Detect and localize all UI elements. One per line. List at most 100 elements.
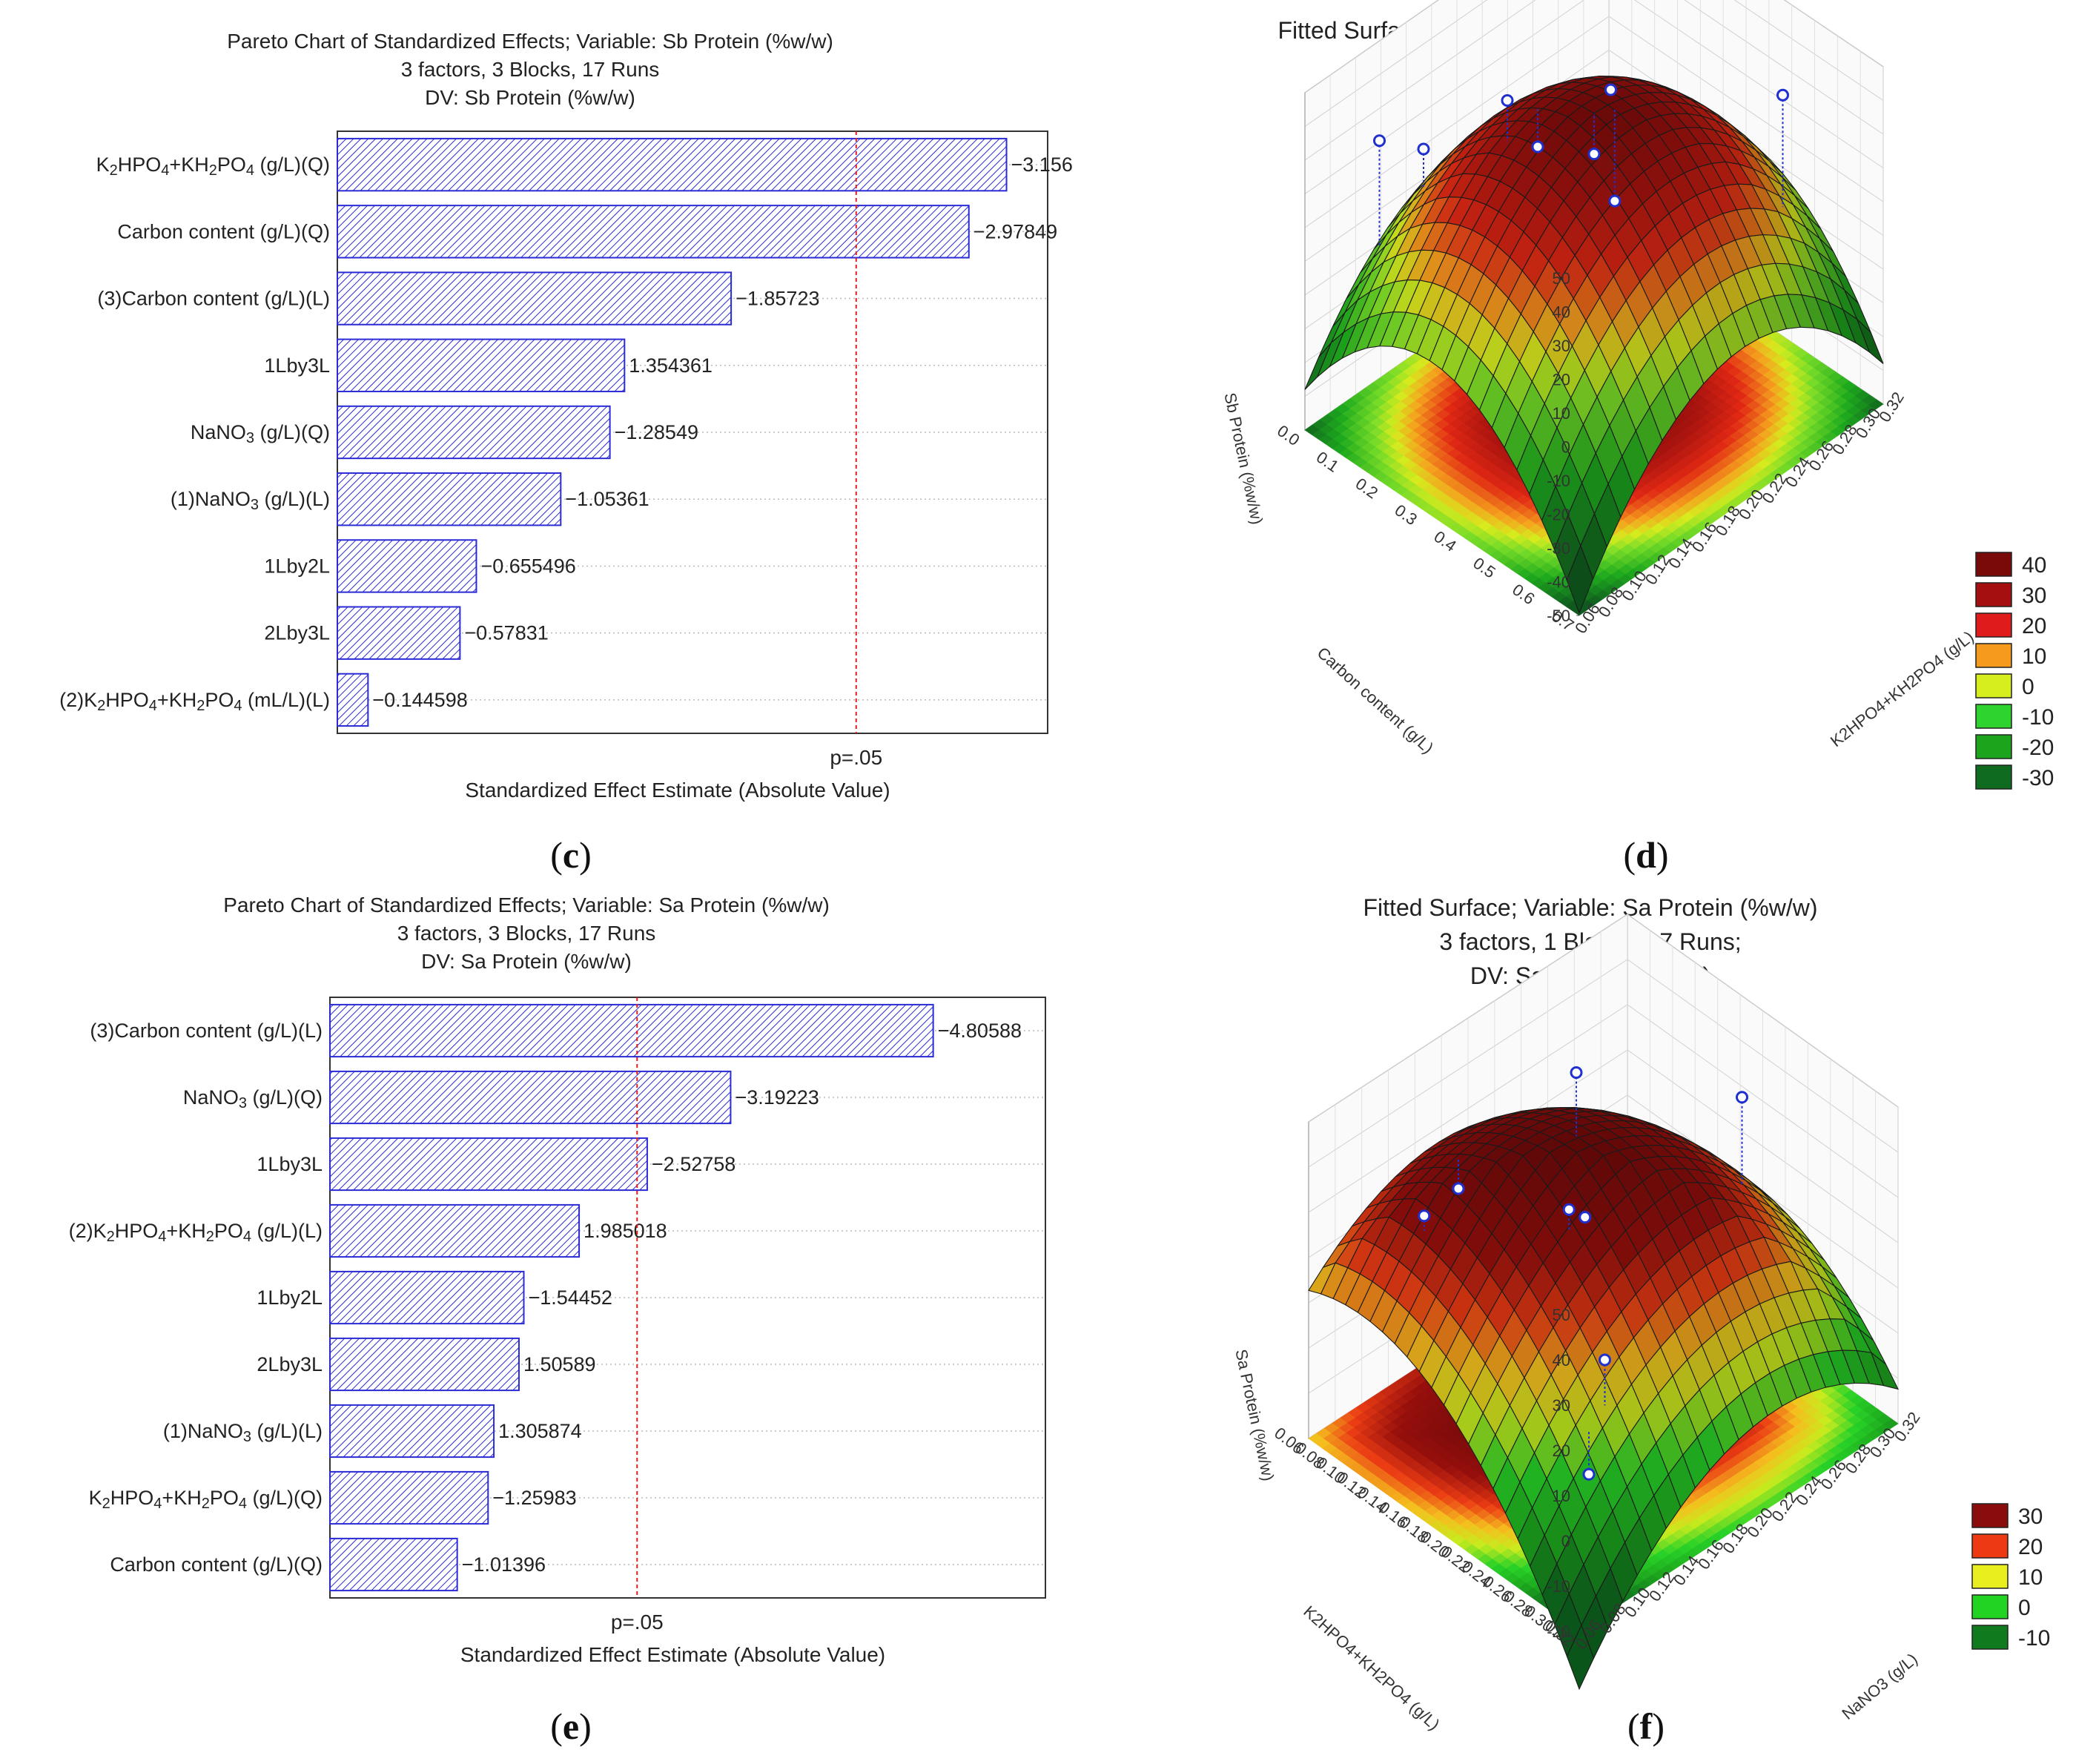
value-label: −0.655496 — [480, 555, 575, 577]
legend-swatch — [1975, 643, 2012, 668]
z-axis-label: Sa Protein (%w/w) — [1232, 1347, 1277, 1482]
bar — [337, 271, 733, 326]
z-tick-label: -40 — [1547, 573, 1570, 592]
category-label: (1)NaNO3 (g/L)(L) — [163, 1420, 323, 1445]
y-axis-label: K2HPO4+KH2PO4 (g/L) — [1827, 627, 1977, 750]
legend-swatch — [1971, 1625, 2009, 1650]
bar — [329, 1337, 520, 1392]
chart-title-line: DV: Sa Protein (%w/w) — [421, 950, 632, 973]
legend-label: -30 — [2022, 766, 2054, 790]
bar — [329, 1003, 934, 1058]
x-axis-label: Standardized Effect Estimate (Absolute V… — [460, 1643, 885, 1666]
chart-title-line: Pareto Chart of Standardized Effects; Va… — [223, 893, 830, 916]
category-label: 2Lby3L — [264, 622, 330, 644]
bar — [337, 137, 1008, 192]
observed-point — [1373, 134, 1386, 148]
pareto-chart-sb: Pareto Chart of Standardized Effects; Va… — [59, 30, 1073, 876]
observed-point — [1776, 88, 1789, 102]
z-tick-label: 0 — [1561, 438, 1570, 457]
surface-mesh — [1304, 76, 1884, 615]
z-tick-label: -50 — [1547, 607, 1570, 625]
observed-point — [1418, 1209, 1431, 1223]
threshold-label: p=.05 — [830, 746, 882, 769]
legend-label: 30 — [2018, 1504, 2043, 1529]
value-label: −3.19223 — [735, 1086, 819, 1109]
bar — [337, 539, 477, 593]
observed-point — [1452, 1182, 1465, 1195]
x-axis-label: K2HPO4+KH2PO4 (g/L) — [1300, 1602, 1443, 1734]
surface-mesh — [1308, 1107, 1900, 1691]
observed-point — [1582, 1467, 1596, 1481]
observed-point — [1417, 142, 1430, 156]
z-tick-label: -20 — [1547, 1622, 1570, 1641]
y-axis-label: NaNO3 (g/L) — [1838, 1650, 1921, 1723]
bar — [337, 606, 461, 660]
observed-point — [1587, 148, 1601, 161]
observed-point — [1501, 94, 1514, 107]
fitted-surface-sa: Fitted Surface; Variable: Sa Protein (%w… — [1232, 894, 2050, 1747]
legend-swatch — [1975, 612, 2012, 638]
observed-point — [1562, 1203, 1576, 1216]
category-label: (1)NaNO3 (g/L)(L) — [171, 488, 330, 513]
z-tick-label: 0 — [1561, 1532, 1570, 1550]
z-tick-label: 10 — [1553, 404, 1570, 423]
category-label: 2Lby3L — [257, 1353, 323, 1375]
z-tick-label: 50 — [1553, 1306, 1570, 1324]
z-tick-label: 10 — [1553, 1487, 1570, 1505]
category-label: NaNO3 (g/L)(Q) — [191, 421, 330, 446]
category-label: 1Lby2L — [257, 1286, 323, 1309]
threshold-label: p=.05 — [611, 1611, 664, 1633]
fitted-surface-sb: Fitted Surface; Variable: Sb Protein (%w… — [1220, 0, 2054, 876]
z-tick-label: 40 — [1553, 303, 1570, 322]
z-tick-label: 30 — [1553, 337, 1570, 355]
value-label: −2.97849 — [973, 220, 1057, 242]
value-label: −1.85723 — [735, 288, 819, 310]
value-label: −1.28549 — [615, 421, 698, 443]
value-label: 1.50589 — [523, 1353, 596, 1375]
value-label: 1.985018 — [584, 1220, 667, 1242]
z-tick-label: -20 — [1547, 506, 1570, 524]
value-label: 1.354361 — [629, 354, 713, 377]
bar — [337, 673, 369, 727]
z-tick-label: 40 — [1553, 1351, 1570, 1370]
value-label: −1.05361 — [565, 488, 649, 510]
legend-label: 10 — [2018, 1565, 2043, 1590]
value-label: −4.80588 — [938, 1020, 1022, 1042]
legend-swatch — [1971, 1564, 2009, 1589]
bar — [329, 1404, 495, 1459]
x-axis-label: Standardized Effect Estimate (Absolute V… — [465, 779, 890, 802]
chart-title-line: 3 factors, 3 Blocks, 17 Runs — [401, 58, 660, 81]
z-axis-label: Sb Protein (%w/w) — [1220, 391, 1266, 526]
legend-swatch — [1971, 1594, 2009, 1619]
bar — [329, 1203, 581, 1258]
observed-point — [1570, 1066, 1583, 1079]
category-label: (2)K2HPO4+KH2PO4 (g/L)(L) — [69, 1220, 323, 1245]
observed-point — [1608, 194, 1622, 208]
value-label: −0.144598 — [372, 689, 467, 711]
category-label: (2)K2HPO4+KH2PO4 (mL/L)(L) — [59, 689, 330, 714]
legend-label: 10 — [2022, 644, 2046, 669]
bar — [329, 1070, 732, 1125]
legend-swatch — [1975, 734, 2012, 759]
panel-letter: (f) — [1627, 1705, 1665, 1747]
bar — [329, 1537, 458, 1592]
legend-label: 0 — [2018, 1596, 2031, 1620]
bar — [337, 205, 970, 259]
value-label: −0.57831 — [464, 622, 548, 644]
value-label: −1.54452 — [528, 1286, 612, 1309]
category-label: (3)Carbon content (g/L)(L) — [97, 288, 330, 310]
x-axis-label: Carbon content (g/L) — [1314, 644, 1438, 758]
value-label: −1.01396 — [462, 1553, 546, 1576]
category-label: (3)Carbon content (g/L)(L) — [90, 1020, 323, 1042]
z-tick-label: -30 — [1547, 539, 1570, 558]
bar — [329, 1470, 489, 1525]
bar — [337, 338, 626, 392]
pareto-chart-sa: Pareto Chart of Standardized Effects; Va… — [69, 893, 1046, 1747]
legend-swatch — [1971, 1503, 2009, 1528]
panel-letter: (d) — [1623, 834, 1668, 876]
legend-swatch — [1975, 764, 2012, 790]
category-label: K2HPO4+KH2PO4 (g/L)(Q) — [89, 1487, 323, 1512]
value-label: 1.305874 — [498, 1420, 582, 1442]
z-tick-label: 20 — [1553, 371, 1570, 389]
chart-title-line: Pareto Chart of Standardized Effects; Va… — [227, 30, 833, 53]
